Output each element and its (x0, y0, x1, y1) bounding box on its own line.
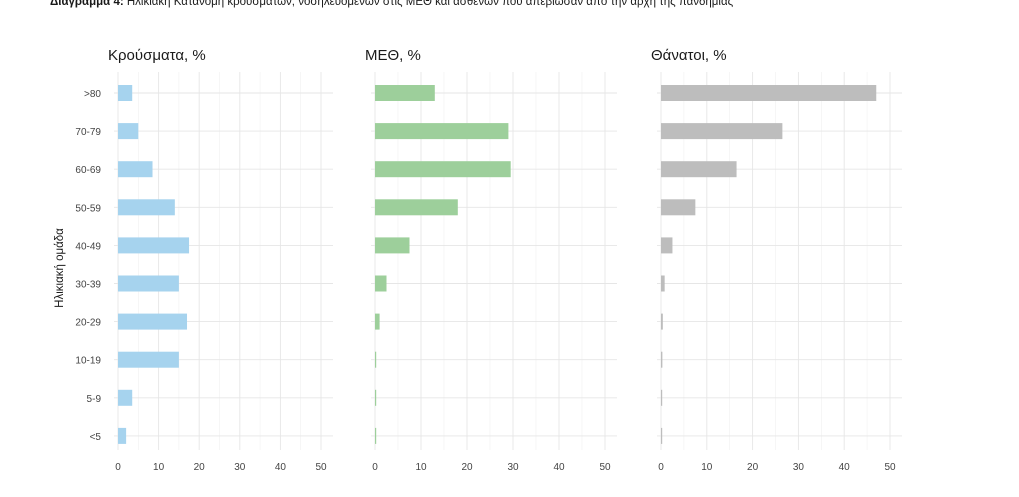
bar-30-39 (375, 275, 387, 292)
y-tick-label: >80 (84, 89, 101, 100)
bar-50-59 (661, 199, 696, 216)
bar-5-9 (118, 389, 133, 406)
bar->80 (661, 85, 877, 101)
x-tick-label: 0 (658, 462, 664, 473)
bar-20-29 (118, 313, 188, 330)
bar->80 (375, 85, 435, 101)
x-tick-label: 40 (553, 462, 565, 473)
figure-caption: Διάγραμμα 4: Ηλικιακή Κατανομή κρουσμάτω… (50, 0, 733, 8)
caption-label: Διάγραμμα 4: (50, 0, 124, 8)
bar-60-69 (375, 161, 511, 178)
bar-50-59 (118, 199, 175, 216)
bar-10-19 (375, 351, 377, 368)
bar-70-79 (118, 123, 139, 140)
x-tick-label: 50 (884, 462, 896, 473)
bar->80 (118, 85, 133, 101)
x-tick-label: 50 (599, 462, 611, 473)
bar-10-19 (661, 351, 663, 368)
x-tick-label: 20 (747, 462, 759, 473)
y-tick-label: 70-79 (75, 127, 101, 138)
bar-20-29 (375, 313, 380, 330)
bar-<5 (375, 427, 377, 444)
y-tick-label: 50-59 (75, 203, 101, 214)
bar-<5 (118, 427, 127, 444)
bar-20-29 (661, 313, 663, 330)
panel-3: 0 10 20 30 40 50 Θάνατοι, % (651, 47, 902, 473)
x-tick-label: 0 (115, 462, 121, 473)
bar-40-49 (661, 237, 673, 254)
x-tick-label: 30 (507, 462, 519, 473)
y-tick-label: 30-39 (75, 280, 101, 291)
bar-70-79 (661, 123, 783, 140)
y-tick-label: 60-69 (75, 165, 101, 176)
x-tick-label: 10 (701, 462, 713, 473)
x-tick-label: 10 (415, 462, 427, 473)
panel-title: ΜΕΘ, % (365, 47, 421, 64)
bar-70-79 (375, 123, 509, 140)
y-tick-label: 40-49 (75, 241, 101, 252)
bar-40-49 (375, 237, 410, 254)
y-tick-label: <5 (90, 432, 102, 443)
x-tick-label: 30 (793, 462, 805, 473)
x-tick-label: 50 (315, 462, 327, 473)
bar-<5 (661, 427, 663, 444)
x-tick-label: 20 (194, 462, 206, 473)
panel-2: 0 10 20 30 40 50 ΜΕΘ, % (365, 47, 617, 473)
y-tick-label: 20-29 (75, 318, 101, 329)
panel-title: Κρούσματα, % (108, 47, 206, 64)
bar-5-9 (375, 389, 377, 406)
x-tick-label: 30 (234, 462, 246, 473)
x-tick-label: 40 (275, 462, 287, 473)
bar-5-9 (661, 389, 663, 406)
bar-60-69 (118, 161, 153, 178)
caption-text: Ηλικιακή Κατανομή κρουσμάτων, νοσηλευόμε… (123, 0, 734, 8)
y-tick-label: 10-19 (75, 356, 101, 367)
panel-title: Θάνατοι, % (651, 47, 727, 64)
bar-40-49 (118, 237, 190, 254)
bar-30-39 (661, 275, 665, 292)
x-tick-label: 40 (839, 462, 851, 473)
y-tick-label: 5-9 (87, 394, 102, 405)
bar-10-19 (118, 351, 179, 368)
x-tick-label: 0 (372, 462, 378, 473)
x-tick-label: 20 (461, 462, 473, 473)
bar-50-59 (375, 199, 458, 216)
bar-30-39 (118, 275, 179, 292)
x-tick-label: 10 (153, 462, 165, 473)
panel-1: 0 10 20 30 40 50 Κρούσματα, % (108, 47, 333, 473)
bar-60-69 (661, 161, 737, 178)
y-axis-label: Ηλικιακή ομάδα (54, 228, 66, 308)
